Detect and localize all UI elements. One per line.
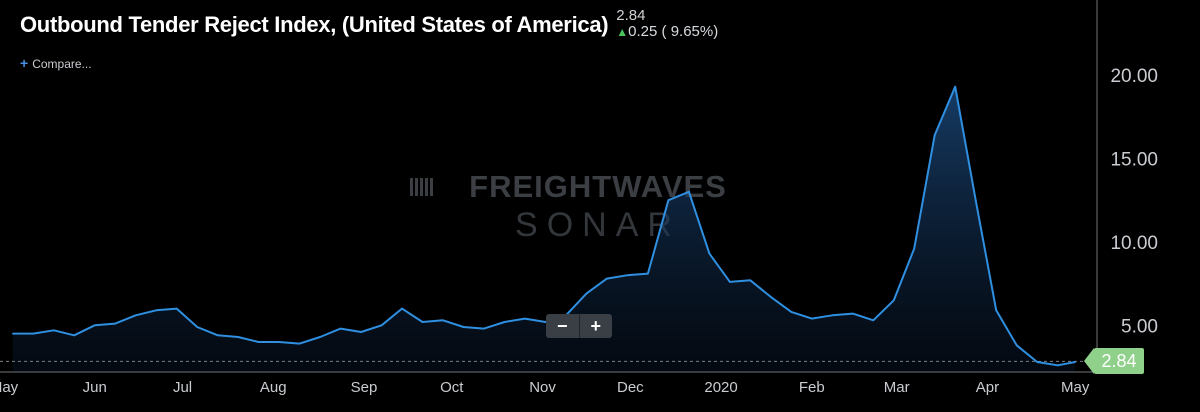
zoom-divider [578,314,580,338]
data-point [216,334,219,337]
y-tick-label: 5.00 [1121,316,1158,337]
data-point [933,134,936,136]
data-point [278,341,280,343]
data-point [421,321,424,323]
x-tick-label: Dec [617,379,644,396]
data-point [954,85,957,88]
x-tick-label: Mar [884,379,910,396]
data-point [360,331,362,333]
data-point [1036,361,1038,363]
compare-label: Compare... [32,57,92,71]
data-point [237,336,239,338]
x-axis: May Jun Jul Aug Sep Oct Nov Dec 2020 Feb Mar Apr May [0,379,1090,396]
freightwaves-logo-icon [410,178,433,196]
up-arrow-icon: ▲ [616,25,629,39]
data-point [606,277,608,280]
chart-title: Outbound Tender Reject Index, (United St… [20,12,609,37]
data-point [483,327,485,330]
data-point [134,314,137,317]
series-points [11,85,1077,367]
data-point [93,324,96,327]
chart-header: Outbound Tender Reject Index, (United St… [20,8,718,40]
data-point [1074,361,1077,363]
plus-icon: + [20,55,29,71]
x-tick-label: Jun [83,379,107,396]
data-point [790,311,793,313]
data-point [462,326,465,328]
watermark-line2: SONAR [515,206,681,244]
data-point [688,191,690,193]
data-point [892,299,895,302]
data-point [257,341,260,343]
data-point [647,272,649,275]
zoom-in-button[interactable]: + [590,316,601,336]
data-point [585,292,588,295]
data-point [503,321,506,323]
data-point [339,327,342,330]
x-tick-label: May [1061,379,1090,396]
data-point [872,319,875,322]
data-point [708,252,711,255]
data-point [442,319,444,322]
zoom-controls: − + [546,314,612,338]
x-tick-label: 2020 [704,379,737,396]
data-point [196,326,198,328]
x-tick-label: Sep [351,379,378,396]
data-point [73,334,76,337]
y-axis: 5.00 10.00 15.00 20.00 [1110,66,1158,337]
x-tick-label: Aug [260,379,287,396]
zoom-out-button[interactable]: − [556,316,568,336]
data-point [667,199,670,201]
compare-button[interactable]: + Compare... [20,55,92,71]
data-point [114,322,117,325]
y-tick-label: 10.00 [1110,233,1158,254]
data-point [1056,364,1059,367]
data-point [995,309,997,312]
data-point [401,307,403,310]
data-point [974,199,977,201]
data-point [524,317,526,320]
data-point [749,279,752,282]
change-text-row: ▲0.25 ( 9.65%) [616,24,718,40]
data-point [831,314,834,317]
x-tick-label: Nov [529,379,556,396]
x-tick-label: Oct [440,379,464,396]
y-tick-label: 20.00 [1110,66,1158,87]
series-area-fill [12,86,1076,372]
data-point [851,312,854,315]
data-point [155,309,157,312]
data-point [52,329,55,332]
data-point [770,296,772,298]
data-point [380,324,383,327]
data-point [175,307,178,310]
x-tick-label: Feb [799,379,825,396]
data-point [32,332,35,335]
data-point [913,247,916,250]
data-point [729,281,731,283]
data-point [626,274,629,277]
data-point [1015,344,1018,347]
data-point [11,332,14,335]
change-text: 0.25 ( 9.65%) [628,23,719,40]
x-tick-label: Apr [976,379,999,396]
data-point [811,317,813,320]
data-point [544,321,547,323]
data-point [298,342,301,345]
quote-box: 2.84 ▲0.25 ( 9.65%) [616,8,718,40]
last-value-text: 2.84 [616,7,646,24]
x-tick-label: Jul [173,379,192,396]
x-tick-label: May [0,379,19,396]
last-value-badge: 2.84 [1084,348,1144,375]
y-tick-label: 15.00 [1110,149,1158,170]
data-point [319,336,321,338]
